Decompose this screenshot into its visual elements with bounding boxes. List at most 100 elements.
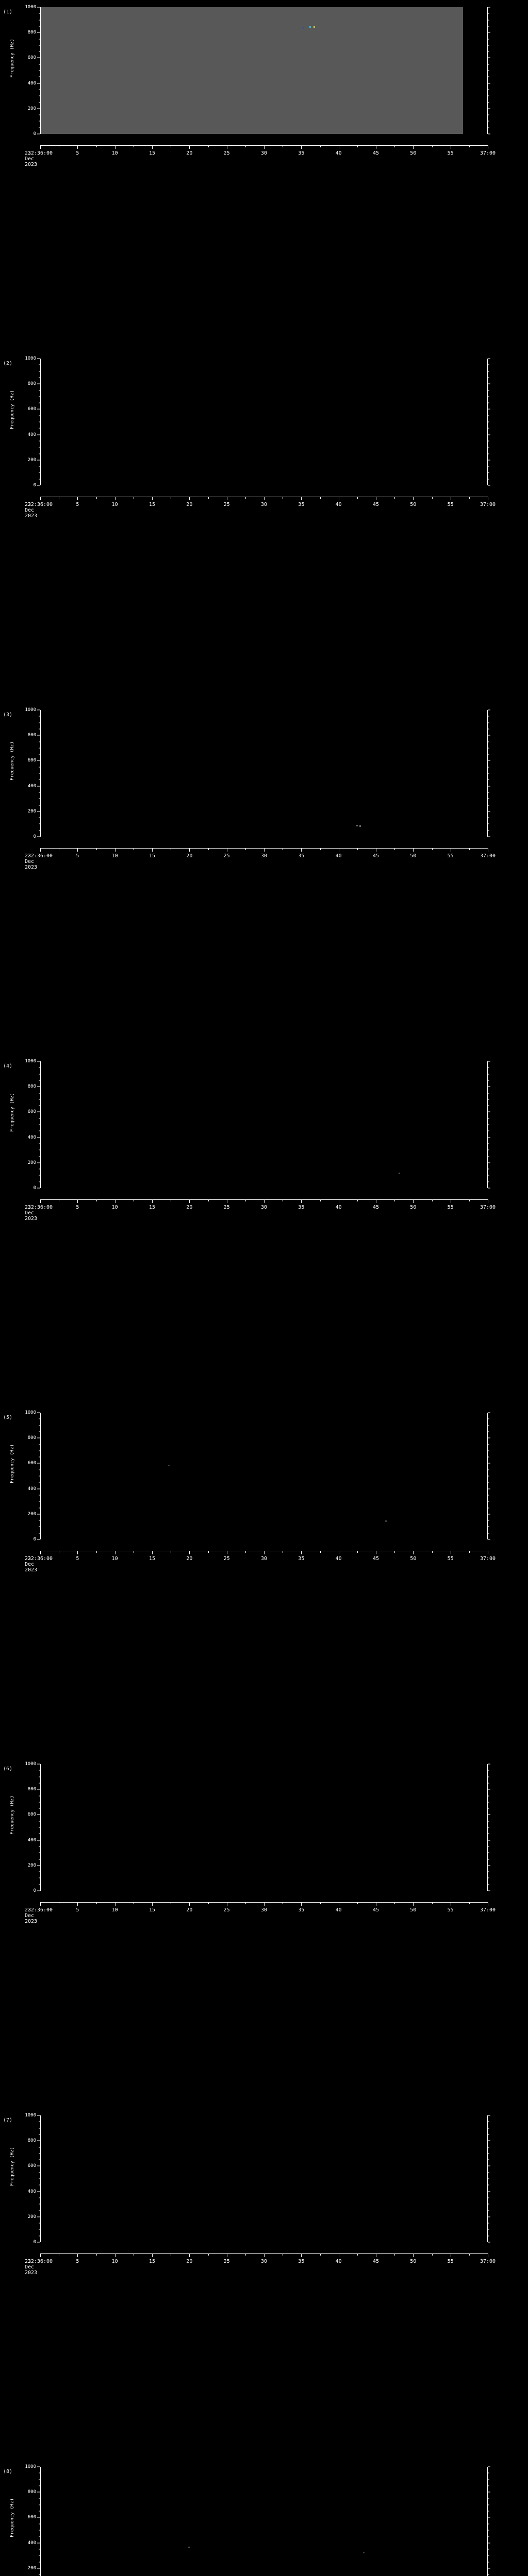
- y-tick-minor-mark: [39, 2210, 40, 2211]
- spectrogram-speck: [359, 825, 361, 827]
- y-tick-label: 600: [27, 1109, 36, 1115]
- y-tick-label: 600: [27, 2515, 36, 2520]
- x-tick-minor-mark: [245, 1199, 246, 1201]
- y-axis-right-ticks: [488, 1412, 495, 1540]
- x-tick-minor-mark: [469, 145, 470, 147]
- x-tick-label: 50: [410, 853, 417, 859]
- x-tick-label: 5: [76, 1205, 79, 1210]
- y-tick-mark: [37, 2492, 40, 2493]
- y-tick-mark: [37, 1188, 40, 1189]
- x-tick-minor-mark: [208, 1551, 209, 1553]
- x-tick-mark: [264, 145, 265, 149]
- y-tick-minor-mark: [39, 1181, 40, 1182]
- y-tick-minor-mark-right: [488, 728, 489, 730]
- x-axis-date-line: 23: [25, 502, 31, 507]
- y-tick-minor-mark: [39, 728, 40, 730]
- spectrogram-speck: [385, 1520, 387, 1522]
- y-tick-label: 800: [27, 381, 36, 387]
- y-tick-minor-mark-right: [488, 2504, 489, 2505]
- spectrogram-speck: [356, 824, 358, 826]
- x-tick-mark: [301, 1199, 302, 1203]
- x-tick-label: 37:00: [480, 1556, 496, 1562]
- x-tick-minor-mark: [432, 1199, 433, 1201]
- spectrogram-panel: (7) Frequency (Hz) 0 200 400 600 800 1000 22:36:…: [0, 2108, 528, 2284]
- y-tick-mark-right: [488, 1764, 490, 1765]
- y-tick-mark: [37, 2191, 40, 2192]
- x-tick-minor-mark: [320, 145, 321, 147]
- x-tick-label: 50: [410, 502, 417, 507]
- y-tick-minor-mark: [39, 1168, 40, 1170]
- y-tick-minor-mark-right: [488, 1156, 489, 1157]
- panel-index-label: (3): [3, 712, 13, 718]
- spectrogram-plot-area: [40, 710, 488, 837]
- x-tick-mark: [40, 1902, 41, 1906]
- y-tick-mark: [37, 7, 40, 8]
- spectrogram-region: [41, 7, 463, 134]
- y-tick-label: 600: [27, 55, 36, 61]
- y-tick-label: 1000: [25, 5, 36, 10]
- spectrogram-speck: [302, 27, 304, 29]
- y-tick-minor-mark-right: [488, 472, 489, 473]
- x-tick-mark: [114, 2253, 116, 2257]
- x-tick-mark: [40, 497, 41, 500]
- y-tick-minor-mark: [39, 2223, 40, 2224]
- x-tick-label: 22:36:00: [27, 1205, 53, 1210]
- x-tick-label: 40: [335, 1907, 342, 1913]
- y-tick-label: 800: [27, 1084, 36, 1090]
- x-tick-mark: [189, 848, 190, 852]
- spectrogram-plot-area: [40, 1764, 488, 1891]
- x-tick-minor-mark: [357, 1199, 358, 1201]
- y-axis-ticks: 0 200 400 600 800 1000: [0, 1761, 40, 1893]
- x-tick-label: 50: [410, 1205, 417, 1210]
- y-tick-label: 1000: [25, 2464, 36, 2469]
- y-tick-minor-mark: [39, 1425, 40, 1426]
- y-axis-right-ticks: [488, 709, 495, 837]
- y-tick-minor-mark-right: [488, 1450, 489, 1451]
- x-tick-label: 55: [447, 150, 454, 156]
- y-tick-mark-right: [488, 1061, 490, 1062]
- x-tick-label: 35: [298, 502, 305, 507]
- plot-right-spine: [487, 359, 488, 485]
- x-tick-mark: [114, 1199, 116, 1203]
- x-tick-minor-mark: [432, 1551, 433, 1553]
- plot-right-spine: [487, 2467, 488, 2576]
- y-tick-mark: [37, 1488, 40, 1489]
- x-tick-label: 40: [335, 1556, 342, 1562]
- y-tick-label: 400: [27, 432, 36, 437]
- y-tick-minor-mark-right: [488, 1884, 489, 1885]
- x-tick-minor-mark: [469, 1199, 470, 1201]
- x-tick-label: 45: [372, 1556, 380, 1562]
- x-tick-minor-mark: [320, 497, 321, 499]
- x-tick-label: 20: [186, 1556, 193, 1562]
- x-tick-mark: [40, 145, 41, 149]
- x-tick-minor-mark: [208, 1199, 209, 1201]
- y-tick-mark: [37, 434, 40, 435]
- y-tick-label: 200: [27, 1160, 36, 1165]
- y-tick-minor-mark: [39, 1143, 40, 1144]
- y-tick-minor-mark: [39, 428, 40, 429]
- y-tick-minor-mark-right: [488, 396, 489, 397]
- y-tick-minor-mark: [39, 2574, 40, 2575]
- y-tick-mark: [37, 2242, 40, 2243]
- y-tick-minor-mark: [39, 1507, 40, 1508]
- x-tick-minor-mark: [208, 497, 209, 499]
- y-tick-minor-mark-right: [488, 1507, 489, 1508]
- y-tick-minor-mark: [39, 2204, 40, 2205]
- y-tick-mark-right: [488, 7, 490, 8]
- x-axis-date-line: Dec: [25, 2264, 35, 2270]
- x-tick-mark: [189, 1902, 190, 1906]
- x-tick-label: 20: [186, 2259, 193, 2264]
- x-tick-label: 10: [111, 502, 118, 507]
- y-tick-label: 600: [27, 406, 36, 412]
- y-axis-right-ticks: [488, 2466, 495, 2576]
- spectrogram-speck: [399, 1173, 401, 1175]
- x-tick-minor-mark: [245, 1902, 246, 1904]
- x-tick-mark: [77, 1551, 78, 1554]
- x-tick-mark: [264, 1551, 265, 1554]
- x-tick-label: 22:36:00: [27, 2259, 53, 2264]
- y-tick-mark-right: [488, 2517, 490, 2518]
- x-tick-mark: [40, 848, 41, 852]
- x-tick-mark: [301, 848, 302, 852]
- y-tick-minor-mark-right: [488, 1469, 489, 1470]
- x-tick-minor-mark: [469, 1551, 470, 1553]
